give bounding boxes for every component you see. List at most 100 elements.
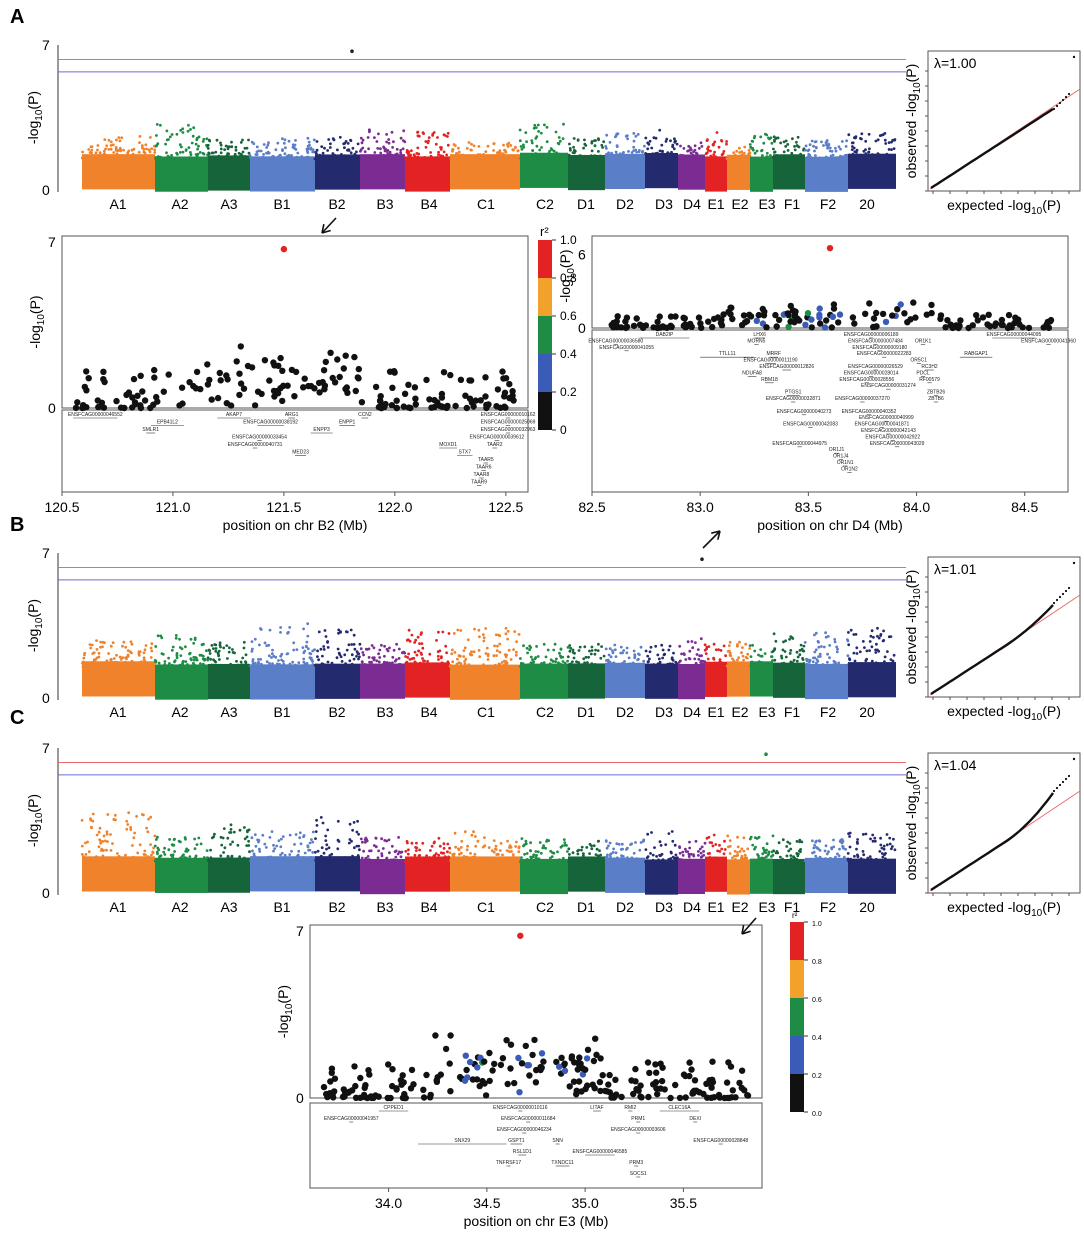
points-dense-band <box>705 156 727 192</box>
snp-point <box>893 848 897 852</box>
snp-point <box>637 1082 644 1089</box>
snp-point <box>699 659 703 663</box>
points-dense-band <box>450 664 520 700</box>
snp-point <box>481 1080 488 1087</box>
snp-point <box>472 830 475 834</box>
snp-point <box>291 660 295 664</box>
snp-point <box>383 860 386 864</box>
snp-point <box>457 146 460 150</box>
chromosome-label-B2: B2 <box>328 196 345 212</box>
snp-point <box>361 138 365 142</box>
snp-point <box>308 656 312 660</box>
chromosome-C2-points <box>518 122 568 188</box>
snp-point <box>405 150 409 154</box>
snp-point <box>117 665 121 668</box>
snp-point <box>333 858 337 862</box>
points-dense-band <box>315 154 360 190</box>
snp-point <box>567 664 570 668</box>
snp-point <box>515 650 518 654</box>
snp-point <box>126 151 130 155</box>
snp-point <box>297 661 301 665</box>
snp-point <box>317 630 321 634</box>
snp-point <box>795 140 798 144</box>
snp-point <box>646 855 650 858</box>
snp-point <box>154 838 158 841</box>
snp-point <box>296 151 300 155</box>
snp-point <box>590 140 594 143</box>
snp-point <box>113 860 117 864</box>
chromosome-label-C2: C2 <box>536 704 554 720</box>
snp-point <box>846 654 850 658</box>
snp-point <box>575 1078 583 1085</box>
snp-point <box>827 157 831 161</box>
snp-point <box>271 154 275 158</box>
snp-point <box>384 154 388 158</box>
snp-point <box>325 847 328 851</box>
snp-point <box>658 840 662 844</box>
snp-point <box>632 145 636 149</box>
snp-point <box>275 844 279 848</box>
snp-point <box>738 1067 746 1074</box>
snp-point <box>644 152 647 155</box>
snp-point <box>257 660 260 664</box>
snp-point <box>702 157 706 161</box>
snp-point <box>779 859 783 863</box>
chromosome-label-F1: F1 <box>784 704 801 720</box>
snp-point <box>747 859 751 863</box>
snp-point <box>822 144 825 147</box>
snp-point <box>391 655 395 659</box>
snp-point <box>499 842 503 845</box>
gene-label: ENSFCAG00000040731 <box>228 442 283 448</box>
snp-point <box>695 314 703 321</box>
snp-point <box>887 148 891 151</box>
snp-point <box>446 842 450 846</box>
snp-point <box>498 849 502 852</box>
snp-point <box>817 645 821 649</box>
snp-point <box>571 660 574 664</box>
snp-point <box>611 157 614 161</box>
snp-point <box>557 157 561 160</box>
snp-point <box>684 860 688 863</box>
snp-point <box>328 1065 336 1072</box>
snp-point <box>394 153 397 157</box>
snp-point <box>782 150 786 154</box>
snp-point <box>760 661 764 664</box>
snp-point <box>865 649 869 653</box>
snp-point <box>174 636 178 640</box>
gene-label: ENSFCAG00000032871 <box>766 396 821 402</box>
snp-point <box>284 157 287 161</box>
snp-point <box>324 860 328 864</box>
snp-point <box>777 841 781 845</box>
snp-point <box>498 642 502 646</box>
snp-point <box>826 652 829 656</box>
snp-point <box>855 148 859 152</box>
snp-point <box>451 157 455 161</box>
snp-point <box>543 123 546 127</box>
snp-point <box>766 853 770 857</box>
snp-point <box>686 1059 693 1066</box>
snp-point <box>834 149 838 153</box>
snp-point <box>807 148 811 152</box>
snp-point <box>741 646 744 649</box>
snp-point <box>863 646 866 649</box>
snp-point <box>851 141 855 145</box>
snp-point <box>255 153 259 157</box>
x-tick-label: 121.0 <box>155 499 190 515</box>
snp-point <box>804 144 808 148</box>
snp-point <box>283 858 286 862</box>
snp-point <box>630 842 634 846</box>
snp-point <box>492 157 496 161</box>
snp-point <box>160 388 167 395</box>
snp-point <box>823 849 827 853</box>
snp-point <box>605 1081 612 1088</box>
snp-point <box>413 650 417 654</box>
snp-point <box>533 858 537 862</box>
snp-point <box>799 643 803 647</box>
snp-point <box>481 1058 488 1065</box>
snp-point <box>781 648 785 652</box>
snp-point <box>195 658 199 662</box>
snp-point <box>445 665 448 669</box>
snp-point <box>98 838 102 842</box>
snp-point <box>612 661 616 665</box>
snp-point <box>355 654 358 658</box>
